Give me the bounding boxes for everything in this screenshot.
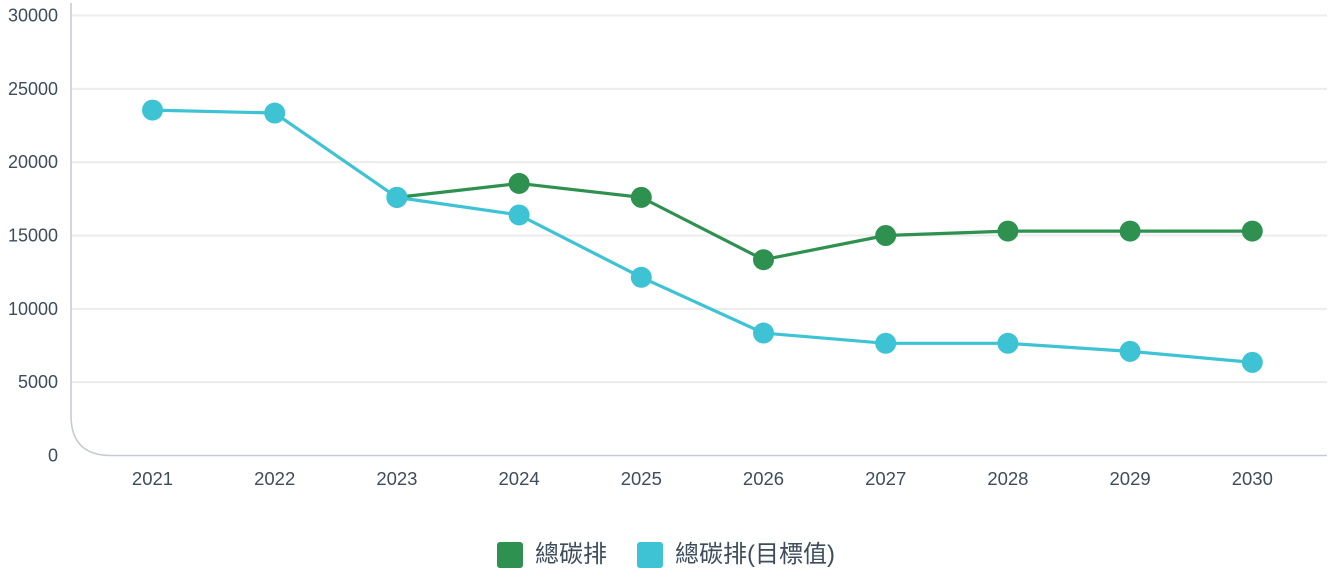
x-tick-label: 2030 [1232, 468, 1273, 489]
series-line-total-emissions [395, 181, 1254, 262]
axis-frame [70, 3, 1327, 457]
x-tick-label: 2021 [132, 468, 173, 489]
data-point-total-emissions-2024 [508, 172, 530, 194]
data-point-emissions-target-2030 [1241, 351, 1263, 373]
x-tick-label: 2027 [865, 468, 906, 489]
legend-label-total-emissions: 總碳排 [535, 541, 607, 568]
x-tick-label: 2026 [743, 468, 784, 489]
x-tick-label: 2024 [499, 468, 540, 489]
line-chart: 0 5000 10000 15000 20000 25000 30000 2021 2022 20… [8, 3, 1327, 489]
data-point-emissions-target-2023 [386, 186, 408, 208]
data-point-total-emissions-2026 [753, 249, 774, 271]
y-tick-label: 0 [48, 446, 58, 466]
chart-legend: 總碳排 總碳排(目標值) [0, 542, 1332, 568]
data-point-emissions-target-2029 [1119, 340, 1141, 362]
legend-label-emissions-target: 總碳排(目標值) [675, 541, 835, 568]
x-tick-label: 2029 [1110, 468, 1151, 489]
data-point-emissions-target-2026 [753, 322, 774, 344]
data-point-total-emissions-2025 [630, 186, 652, 208]
legend-item-emissions-target[interactable]: 總碳排(目標值) [637, 542, 835, 568]
x-tick-label: 2023 [376, 468, 417, 489]
y-tick-label: 30000 [8, 6, 58, 26]
legend-swatch-total-emissions [497, 542, 523, 568]
legend-item-total-emissions[interactable]: 總碳排 [497, 542, 607, 568]
series-line-emissions-target [150, 108, 1254, 364]
data-point-total-emissions-2030 [1241, 220, 1263, 242]
y-tick-label: 20000 [8, 152, 58, 172]
y-tick-label: 5000 [18, 372, 58, 392]
legend-swatch-emissions-target [637, 542, 663, 568]
data-point-emissions-target-2024 [508, 204, 530, 226]
data-point-emissions-target-2025 [630, 266, 652, 288]
data-point-total-emissions-2029 [1119, 220, 1141, 242]
x-tick-label: 2025 [621, 468, 662, 489]
y-tick-label: 10000 [8, 299, 58, 319]
data-point-total-emissions-2028 [997, 220, 1019, 242]
data-point-emissions-target-2027 [875, 332, 897, 354]
x-tick-label: 2028 [987, 468, 1028, 489]
data-point-emissions-target-2022 [264, 102, 286, 124]
y-tick-label: 25000 [8, 79, 58, 99]
data-point-emissions-target-2028 [997, 332, 1019, 354]
data-point-emissions-target-2021 [142, 99, 163, 121]
y-tick-label: 15000 [8, 226, 58, 246]
data-point-total-emissions-2027 [875, 225, 897, 246]
x-tick-label: 2022 [254, 468, 295, 489]
